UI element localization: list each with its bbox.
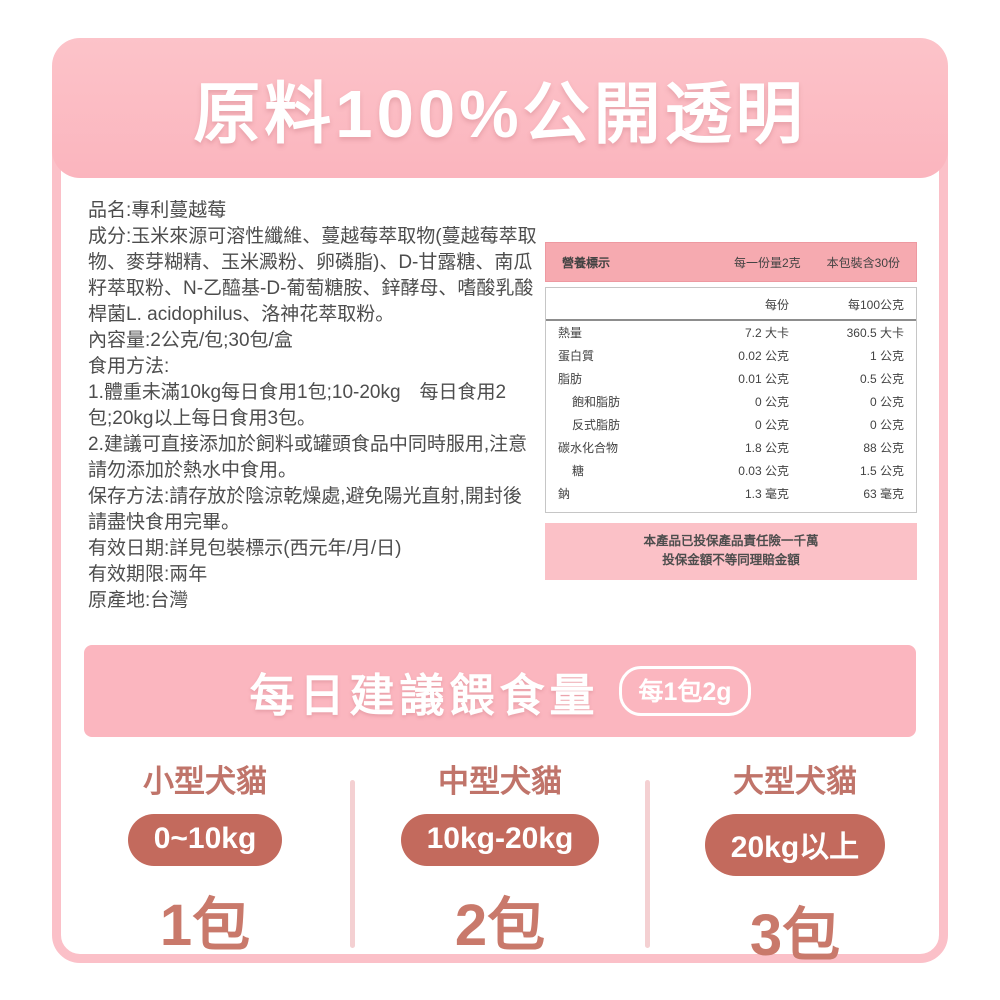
per-serving-column-header: 每份 [764,298,789,312]
row-per-serving: 0.02 公克 [738,349,789,363]
table-row: 脂肪 0.01 公克 0.5 公克 [546,367,916,390]
feeding-column-small: 小型犬貓 0~10kg 1包 [60,756,350,972]
row-per-serving: 1.3 毫克 [744,487,789,501]
table-row: 鈉 1.3 毫克 63 毫克 [546,482,916,505]
row-per-serving: 1.8 公克 [744,441,789,455]
row-per-100g: 88 公克 [863,441,904,455]
product-name-line: 品名:專利蔓越莓 [88,200,227,221]
row-label: 碳水化合物 [558,441,619,455]
row-per-100g: 0.5 公克 [859,372,904,386]
insurance-note-line1: 本產品已投保產品責任險一千萬 [643,534,819,548]
weight-range-badge: 20kg以上 [704,814,886,876]
header-banner: 原料100%公開透明 [52,38,948,178]
pet-size-title: 大型犬貓 [733,764,857,799]
feeding-banner-title: 每日建議餵食量 [249,669,600,721]
weight-range-badge: 10kg-20kg [400,814,600,866]
nutrition-table-body: 每份 每100公克 熱量 7.2 大卡 360.5 大卡 蛋白質 0.02 公克… [545,287,917,513]
packs-per-day: 1包 [159,893,251,958]
row-per-100g: 0 公克 [869,395,904,409]
ingredients-line: 成分:玉米來源可溶性纖維、蔓越莓萃取物(蔓越莓萃取物、麥芽糊精、玉米澱粉、卵磷脂… [88,226,537,325]
row-per-serving: 7.2 大卡 [744,326,789,340]
shelf-life-line: 有效期限:兩年 [88,564,208,585]
insurance-note-line2: 投保金額不等同理賠金額 [662,553,800,568]
pet-size-title: 小型犬貓 [143,764,267,799]
nutrition-title: 營養標示 [562,255,611,270]
serving-size-label: 每一份量2克 [733,255,801,270]
pet-size-title: 中型犬貓 [438,764,562,799]
net-content-line: 內容量:2公克/包;30包/盒 [88,330,293,351]
page-title: 原料100%公開透明 [193,76,807,152]
expiry-date-line: 有效日期:詳見包裝標示(西元年/月/日) [88,538,402,559]
feeding-banner: 每日建議餵食量 每1包2g [84,645,916,737]
usage-step1-line: 1.體重未滿10kg每日食用1包;10-20kg 每日食用2包;20kg以上每日… [88,382,507,429]
storage-line: 保存方法:請存放於陰涼乾燥處,避免陽光直射,開封後請盡快食用完畢。 [88,486,522,533]
table-row: 碳水化合物 1.8 公克 88 公克 [546,436,916,459]
insurance-note: 本產品已投保產品責任險一千萬 投保金額不等同理賠金額 [545,523,917,580]
row-label: 反式脂肪 [572,418,621,432]
row-per-100g: 63 毫克 [863,487,904,501]
row-per-serving: 0.03 公克 [738,464,789,478]
servings-per-pack-label: 本包裝含30份 [826,255,900,270]
packs-per-day: 2包 [454,893,546,958]
row-per-serving: 0 公克 [754,418,789,432]
nutrition-table-header: 營養標示 每一份量2克 本包裝含30份 [545,242,917,282]
nutrition-facts-panel: 營養標示 每一份量2克 本包裝含30份 每份 每100公克 熱量 7.2 大卡 … [545,242,917,580]
table-row: 熱量 7.2 大卡 360.5 大卡 [546,321,916,344]
row-per-100g: 1 公克 [869,349,904,363]
per-100g-column-header: 每100公克 [847,298,904,312]
feeding-column-medium: 中型犬貓 10kg-20kg 2包 [355,756,645,972]
row-label: 熱量 [558,326,583,340]
column-divider [350,780,355,948]
row-per-serving: 0 公克 [754,395,789,409]
table-row: 飽和脂肪 0 公克 0 公克 [546,390,916,413]
table-row: 糖 0.03 公克 1.5 公克 [546,459,916,482]
row-per-100g: 1.5 公克 [859,464,904,478]
row-label: 鈉 [558,487,571,501]
feeding-column-large: 大型犬貓 20kg以上 3包 [650,756,940,972]
weight-range-badge: 0~10kg [127,814,283,866]
nutrition-column-headers: 每份 每100公克 [546,288,916,321]
usage-step2-line: 2.建議可直接添加於飼料或罐頭食品中同時服用,注意請勿添加於熱水中食用。 [88,434,528,481]
packs-per-day: 3包 [749,903,841,968]
column-divider [645,780,650,948]
row-per-100g: 360.5 大卡 [846,326,904,340]
product-info-block: 品名:專利蔓越莓 成分:玉米來源可溶性纖維、蔓越莓萃取物(蔓越莓萃取物、麥芽糊精… [88,198,540,614]
origin-line: 原產地:台灣 [88,590,189,611]
table-row: 反式脂肪 0 公克 0 公克 [546,413,916,436]
table-row: 蛋白質 0.02 公克 1 公克 [546,344,916,367]
row-label: 糖 [572,464,585,478]
per-pack-badge: 每1包2g [619,666,751,716]
feeding-guide: 小型犬貓 0~10kg 1包 中型犬貓 10kg-20kg 2包 大型犬貓 20… [60,756,940,972]
row-per-serving: 0.01 公克 [738,372,789,386]
row-per-100g: 0 公克 [869,418,904,432]
row-label: 飽和脂肪 [572,395,621,409]
usage-heading-line: 食用方法: [88,356,170,377]
row-label: 脂肪 [558,372,583,386]
row-label: 蛋白質 [558,349,595,363]
